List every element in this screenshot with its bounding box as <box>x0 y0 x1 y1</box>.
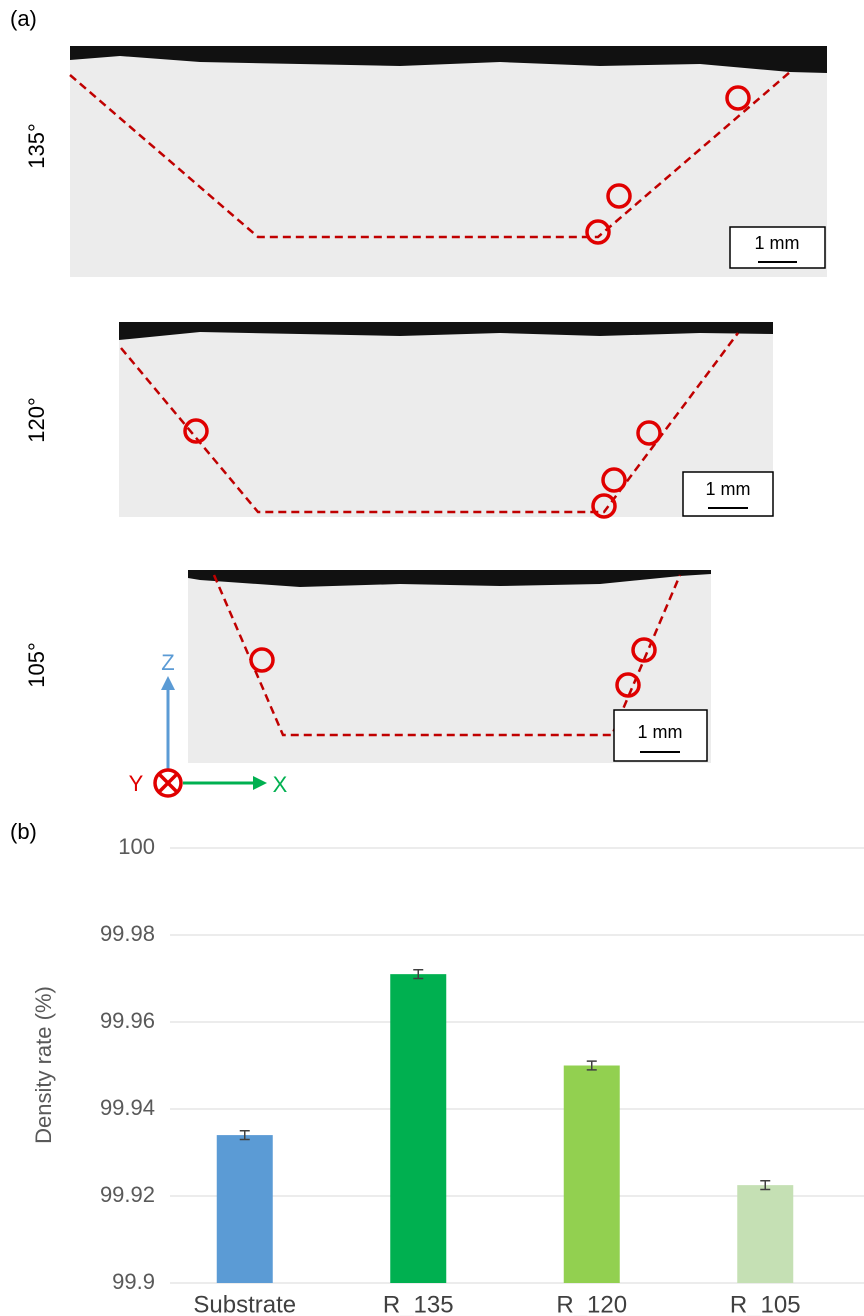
angle-label: 135° <box>24 123 49 169</box>
error-bar <box>586 1060 597 1071</box>
scale-label: 1 mm <box>755 233 800 253</box>
bar <box>216 1135 273 1283</box>
error-bar <box>760 1180 771 1191</box>
x-tick-label: R_105 <box>730 1291 801 1316</box>
y-tick-label: 99.92 <box>100 1182 155 1207</box>
y-tick-label: 99.98 <box>100 921 155 946</box>
y-tick-label: 100 <box>118 834 155 859</box>
x-tick-label: R_135 <box>383 1291 454 1316</box>
error-bar <box>239 1130 250 1141</box>
angle-label: 120° <box>24 397 49 443</box>
plot: 99.9 99.92 99.94 99.96 99.98 100 Substrate R_13… <box>100 834 864 1316</box>
y-tick-label: 99.96 <box>100 1008 155 1033</box>
bar <box>390 974 447 1283</box>
axis-triad <box>153 676 267 798</box>
micrograph <box>69 46 827 277</box>
micrograph <box>119 322 774 519</box>
axis-label: X <box>273 772 288 797</box>
axis-label: Y <box>129 771 144 796</box>
x-tick-label: Substrate <box>193 1291 296 1316</box>
y-axis-title: Density rate (%) <box>31 986 56 1144</box>
scale-label: 1 mm <box>706 479 751 499</box>
micrograph <box>188 570 711 763</box>
scale-label: 1 mm <box>638 722 683 742</box>
panel-label: (b) <box>10 819 37 844</box>
y-tick-label: 99.94 <box>100 1095 155 1120</box>
angle-label: 105° <box>24 642 49 688</box>
bar <box>563 1065 620 1283</box>
x-tick-label: R_120 <box>556 1291 627 1316</box>
axis-label: Z <box>161 650 174 675</box>
y-tick-label: 99.9 <box>112 1269 155 1294</box>
panel-label: (a) <box>10 6 37 31</box>
bar <box>737 1185 794 1283</box>
error-bar <box>413 969 424 980</box>
